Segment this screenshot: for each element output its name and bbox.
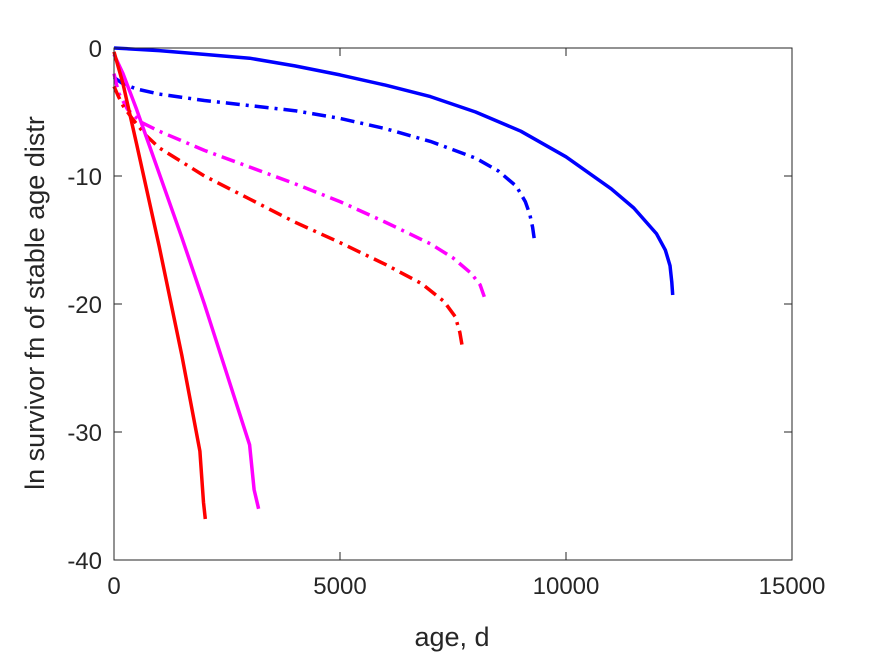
x-tick-label: 5000	[313, 573, 366, 600]
y-tick-label: -10	[67, 164, 102, 191]
series-line-5	[112, 53, 261, 510]
x-axis-title: age, d	[414, 622, 489, 652]
x-tick-label: 0	[107, 573, 120, 600]
plot-area	[114, 48, 792, 560]
series-layer	[112, 46, 675, 520]
y-tick-label: 0	[89, 36, 102, 63]
y-axis-title: ln survivor fn of stable age distr	[20, 116, 50, 490]
ticks-layer: 0 5000 10000 15000 0 -10 -20 -30 -40	[67, 36, 825, 600]
series-line-2	[112, 75, 537, 241]
y-tick-label: -40	[67, 548, 102, 575]
x-tick-label: 15000	[759, 573, 826, 600]
series-line-4	[112, 85, 464, 346]
series-line-3	[112, 73, 487, 299]
series-line-1	[113, 46, 675, 296]
series-line-6	[112, 51, 208, 520]
y-tick-label: -20	[67, 292, 102, 319]
y-tick-label: -30	[67, 420, 102, 447]
x-tick-label: 10000	[533, 573, 600, 600]
